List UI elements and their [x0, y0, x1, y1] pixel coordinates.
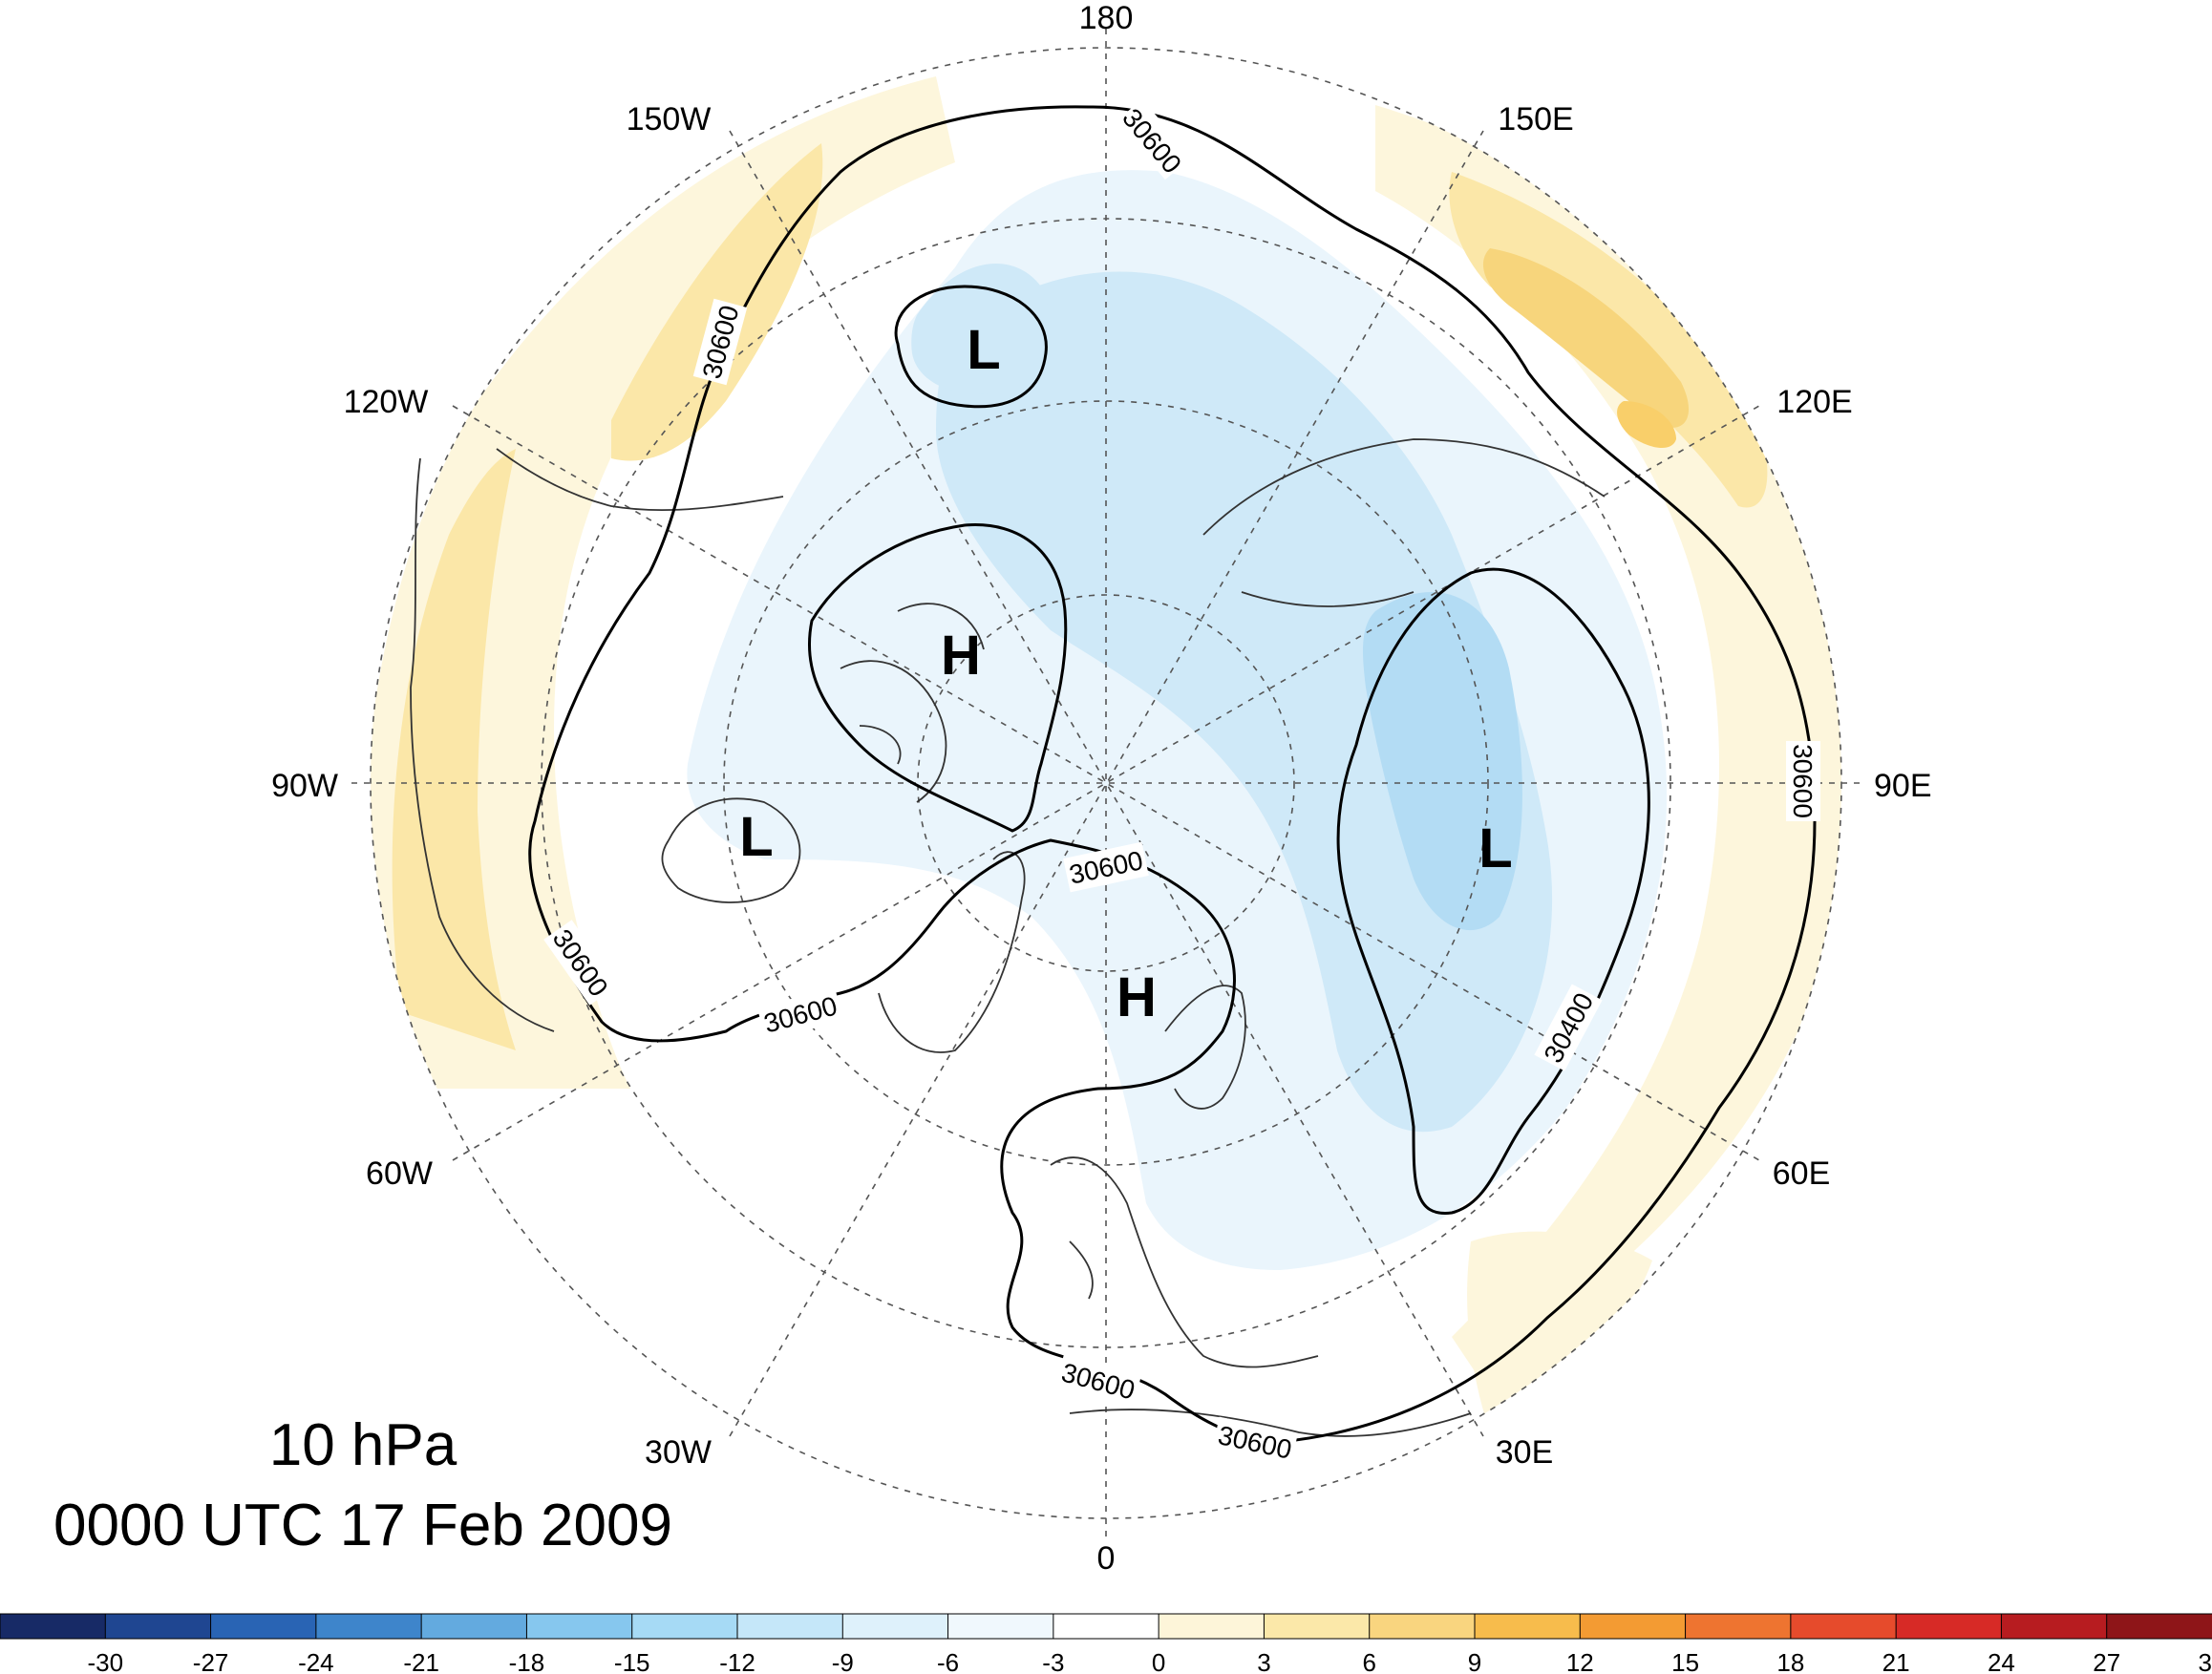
colorbar-tick-label: 21	[1882, 1648, 1910, 1674]
colorbar-swatch	[525, 1613, 633, 1640]
colorbar-swatch	[631, 1613, 739, 1640]
colorbar-swatch	[947, 1613, 1054, 1640]
lon-label-30w: 30W	[645, 1434, 712, 1471]
colorbar-swatch	[1579, 1613, 1687, 1640]
lon-label-150e: 150E	[1498, 101, 1573, 138]
low-center-siberia: L	[1478, 817, 1512, 879]
coast-mediterranean	[1069, 1409, 1472, 1437]
high-center-europe: H	[1117, 966, 1157, 1028]
colorbar-tick-label: 12	[1566, 1648, 1594, 1674]
coast-canadian-archipelago	[840, 603, 985, 803]
datetime-label: 0000 UTC 17 Feb 2009	[53, 1493, 672, 1558]
colorbar-swatch	[0, 1613, 107, 1640]
colorbar-swatch	[2106, 1613, 2212, 1640]
colorbar-swatch	[2000, 1613, 2108, 1640]
coast-hudson-bay	[661, 797, 801, 903]
lon-label-90e: 90E	[1874, 768, 1932, 804]
colorbar-tick-label: -6	[937, 1648, 959, 1674]
colorbar-tick-label: 27	[2093, 1648, 2120, 1674]
contour-outer-30600	[528, 105, 1817, 1444]
colorbar-swatch	[210, 1613, 317, 1640]
lon-label-60w: 60W	[366, 1155, 433, 1192]
colorbar-tick-label: -21	[403, 1648, 439, 1674]
colorbar-swatch	[1790, 1613, 1898, 1640]
colorbar-tick-label: 9	[1468, 1648, 1481, 1674]
colorbar-tick-label: -18	[509, 1648, 545, 1674]
colorbar-tick-label: 0	[1152, 1648, 1165, 1674]
low-center-pacific: L	[967, 319, 1000, 381]
graticule	[351, 29, 1861, 1537]
colorbar: -30 -27 -24 -21 -18 -15 -12 -9 -6 -3 0 3 6 9 12 15 18 21 2…	[0, 1613, 2212, 1674]
colorbar-tick-label: -24	[298, 1648, 334, 1674]
colorbar-tick-label: 3	[1257, 1648, 1270, 1674]
colorbar-swatch	[315, 1613, 423, 1640]
contour-high-canada	[807, 523, 1068, 833]
coast-greenland	[878, 851, 1026, 1053]
contour-low-pacific	[894, 285, 1048, 409]
colorbar-swatch	[1474, 1613, 1582, 1640]
lon-label-150w: 150W	[627, 101, 712, 138]
colorbar-tick-label: -30	[87, 1648, 123, 1674]
coast-siberia	[1202, 438, 1606, 607]
lon-label-90w: 90W	[271, 768, 338, 804]
positive-anomaly-africa	[1467, 1231, 1652, 1432]
coastlines	[410, 438, 1606, 1437]
positive-anomaly-east-core	[1482, 248, 1690, 428]
map-title: 10 hPa 0000 UTC 17 Feb 2009	[0, 1406, 726, 1566]
colorbar-tick-label: -3	[1042, 1648, 1064, 1674]
lon-label-0: 0	[1097, 1540, 1116, 1577]
colorbar-tick-label: -15	[614, 1648, 650, 1674]
positive-anomaly-west-strong	[392, 449, 516, 1050]
contour-label: 30600	[1788, 744, 1818, 818]
colorbar-swatch	[841, 1613, 949, 1640]
colorbar-swatch	[104, 1613, 212, 1640]
colorbar-swatch	[1369, 1613, 1476, 1640]
colorbar-tick-label: 15	[1671, 1648, 1699, 1674]
low-center-hudson: L	[739, 806, 773, 868]
colorbar-swatch	[1895, 1613, 2003, 1640]
colorbar-tick-label: 30	[2199, 1648, 2212, 1674]
pressure-level-label: 10 hPa	[268, 1412, 457, 1478]
positive-anomaly-belt-west	[371, 76, 955, 1089]
coast-scandinavia	[1164, 985, 1246, 1110]
contour-low-siberia	[1336, 567, 1650, 1215]
negative-anomaly-mid	[936, 271, 1553, 1133]
lon-label-60e: 60E	[1773, 1155, 1831, 1192]
lon-label-120w: 120W	[344, 384, 429, 420]
high-center-canada: H	[941, 625, 981, 687]
lon-label-30e: 30E	[1496, 1434, 1554, 1471]
colorbar-tick-label: 18	[1776, 1648, 1804, 1674]
lon-label-180: 180	[1079, 0, 1134, 36]
colorbar-swatch	[1263, 1613, 1371, 1640]
coast-europe	[1050, 1156, 1319, 1368]
height-contours	[528, 105, 1817, 1444]
colorbar-swatch	[1053, 1613, 1160, 1640]
colorbar-tick-label: 6	[1362, 1648, 1375, 1674]
colorbar-swatch	[736, 1613, 844, 1640]
longitude-labels: 180 0 90W 90E 150W 150E 120W 120E 60W 60…	[271, 0, 1931, 1577]
positive-anomaly-east-spot	[1617, 401, 1676, 449]
colorbar-swatch	[420, 1613, 528, 1640]
colorbar-tick-label: -9	[832, 1648, 854, 1674]
colorbar-swatch	[1685, 1613, 1792, 1640]
colorbar-swatch	[1158, 1613, 1266, 1640]
colorbar-tick-label: -12	[719, 1648, 755, 1674]
lon-label-120e: 120E	[1776, 384, 1852, 420]
pressure-centers: L H L L H	[739, 319, 1512, 1028]
colorbar-tick-label: -27	[193, 1648, 229, 1674]
coast-north-america-west	[410, 448, 784, 1032]
negative-anomaly-pacific	[911, 264, 1049, 394]
colorbar-tick-label: 24	[1988, 1648, 2015, 1674]
